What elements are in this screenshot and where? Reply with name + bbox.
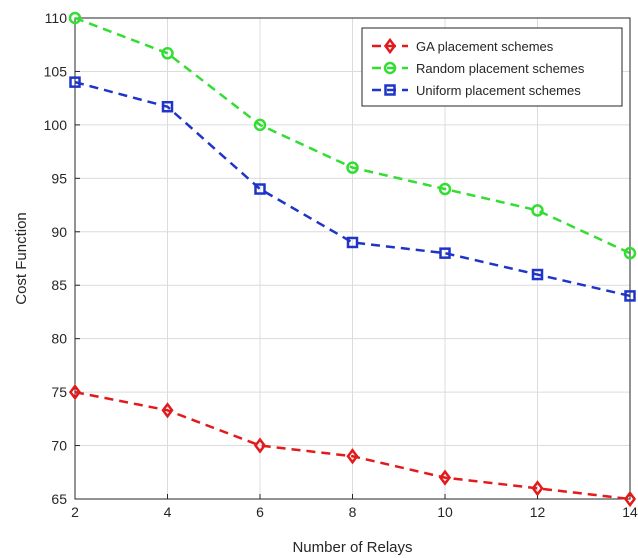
y-tick-label: 80: [51, 331, 67, 347]
y-tick-label: 75: [51, 384, 67, 400]
data-point: [254, 183, 266, 195]
y-tick-label: 70: [51, 438, 67, 454]
data-point: [438, 469, 452, 486]
y-tick-label: 100: [44, 117, 68, 133]
series-line: [74, 390, 631, 501]
x-tick-label: 6: [256, 504, 264, 520]
ticks-layer: 2 4 6 8 10 12 14 65 70 75 80 85 90 95 100 105 110: [44, 10, 638, 520]
data-point: [69, 76, 81, 88]
data-point: [531, 268, 544, 281]
data-point: [438, 182, 452, 196]
y-tick-label: 85: [51, 277, 67, 293]
data-point: [623, 246, 637, 260]
legend-marker: [383, 37, 397, 55]
y-tick-label: 65: [51, 491, 67, 507]
data-point: [161, 100, 174, 113]
data-point: [68, 384, 82, 401]
x-tick-label: 8: [349, 504, 357, 520]
x-tick-label: 2: [71, 504, 79, 520]
series-layer: [68, 11, 637, 508]
series-line: [74, 80, 631, 298]
data-point: [439, 247, 451, 259]
data-point: [623, 490, 637, 508]
data-point: [531, 204, 544, 217]
legend-label: Random placement schemes: [416, 61, 585, 76]
legend-label: Uniform placement schemes: [416, 83, 581, 98]
x-tick-label: 10: [437, 504, 453, 520]
data-point: [346, 448, 359, 465]
y-tick-label: 90: [51, 224, 67, 240]
data-point: [346, 161, 359, 174]
x-tick-label: 12: [530, 504, 546, 520]
data-point: [531, 480, 544, 497]
data-point: [253, 437, 267, 454]
legend-label: GA placement schemes: [416, 39, 554, 54]
legend: GA placement schemes Random placement sch…: [361, 27, 623, 107]
data-point: [346, 236, 359, 249]
data-point: [161, 47, 174, 60]
y-tick-label: 95: [51, 170, 67, 186]
x-axis-label: Number of Relays: [292, 539, 412, 556]
data-point: [253, 118, 267, 132]
legend-marker: [383, 61, 397, 75]
x-tick-label: 4: [164, 504, 172, 520]
data-point: [161, 402, 174, 419]
x-tick-label: 14: [622, 504, 638, 520]
legend-marker: [384, 84, 396, 96]
y-tick-label: 105: [44, 63, 68, 79]
series-line: [74, 16, 631, 255]
y-axis-label: Cost Function: [13, 212, 30, 305]
y-tick-label: 110: [45, 10, 68, 26]
data-point: [624, 290, 636, 302]
data-point: [68, 11, 82, 25]
